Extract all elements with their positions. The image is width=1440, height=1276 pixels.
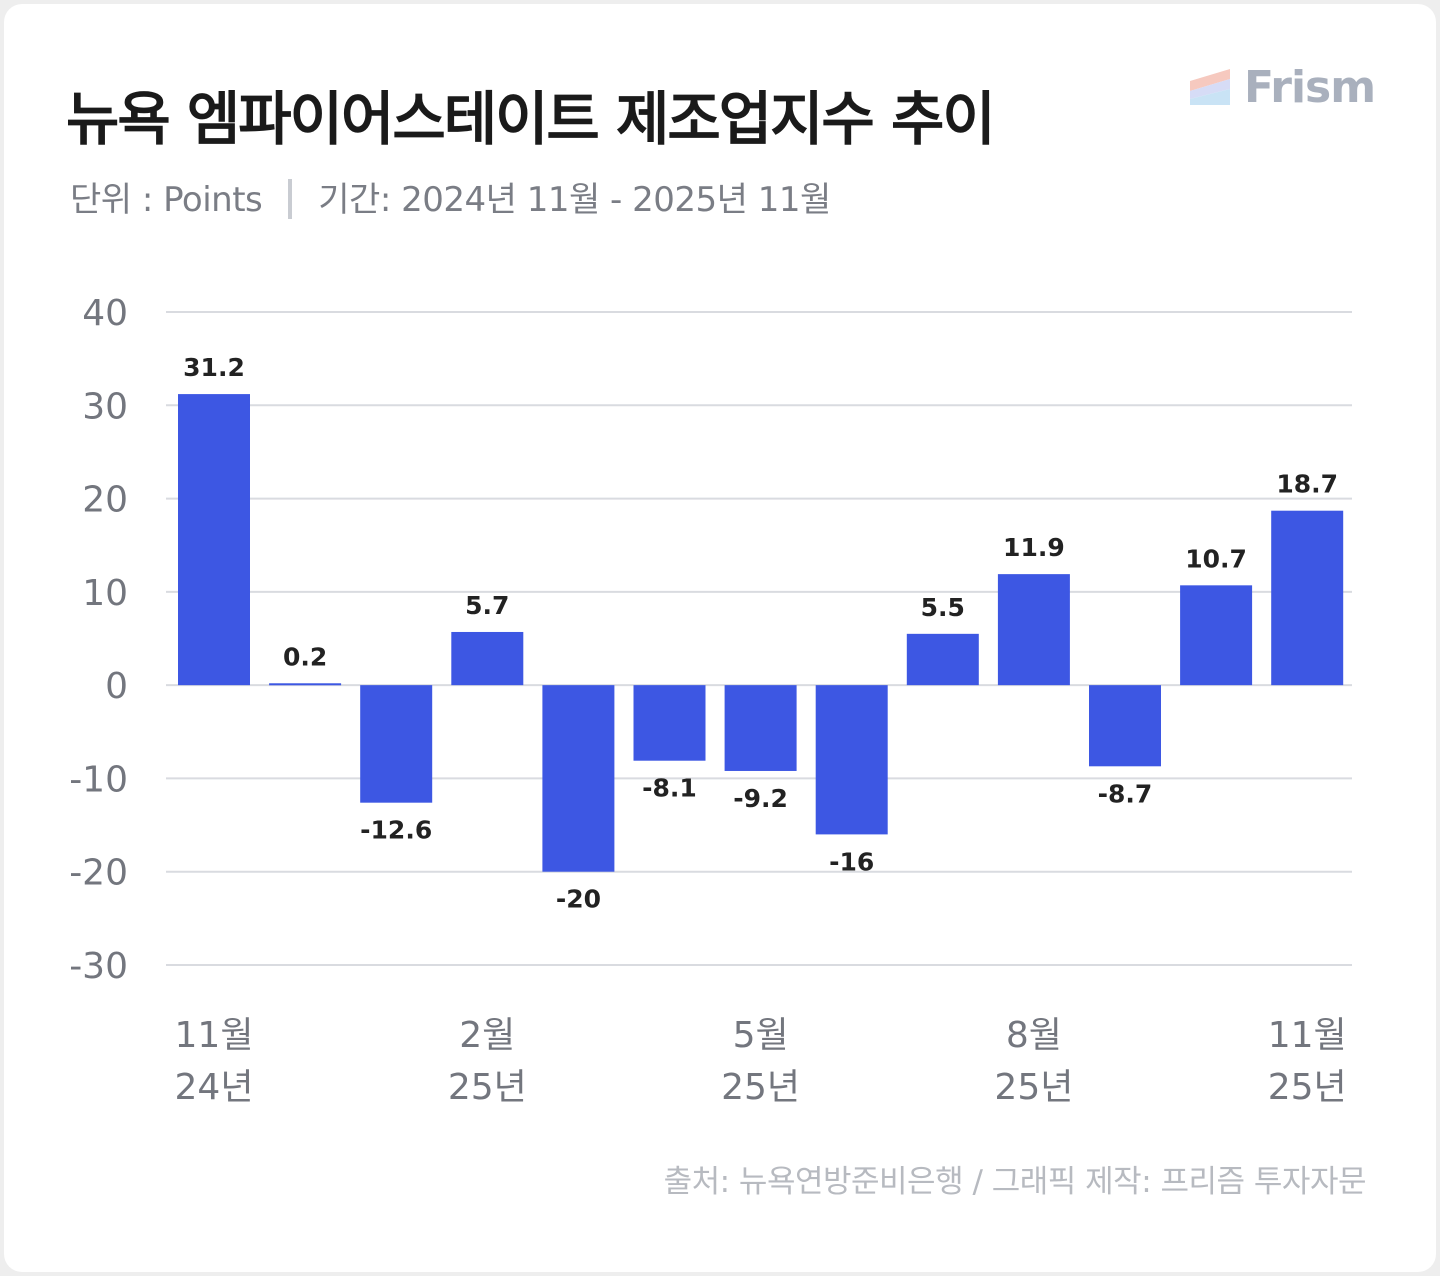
bar [1089, 685, 1161, 767]
bar-value-label: 31.2 [183, 353, 245, 382]
subtitle-divider [288, 178, 293, 219]
bar [451, 631, 524, 686]
x-tick-month: 2월 [459, 1015, 515, 1056]
bar-value-label: 18.7 [1276, 470, 1338, 499]
y-tick-label: 0 [105, 666, 128, 707]
x-tick-year: 25년 [1268, 1067, 1347, 1108]
bar [906, 633, 979, 686]
bar-value-label: 5.7 [465, 591, 509, 620]
bar-value-label: -12.6 [360, 816, 432, 845]
period-label: 기간: 2024년 11월 - 2025년 11월 [318, 180, 831, 220]
x-tick-month: 11월 [1268, 1015, 1347, 1056]
bar [815, 685, 888, 835]
y-tick-label: -30 [69, 946, 128, 987]
bar [997, 574, 1070, 686]
x-tick-month: 11월 [175, 1015, 254, 1056]
bar-value-label: -20 [556, 885, 601, 914]
bar [178, 394, 250, 686]
x-tick-year: 24년 [175, 1067, 254, 1108]
y-tick-label: 40 [82, 293, 128, 334]
bar [269, 683, 342, 686]
y-tick-label: 30 [82, 386, 128, 427]
y-tick-label: -20 [69, 853, 128, 894]
brand-logo: Frism [1190, 61, 1376, 113]
bar [633, 685, 706, 761]
chart-title: 뉴욕 엠파이어스테이트 제조업지수 추이 [66, 85, 996, 153]
x-tick-year: 25년 [721, 1067, 800, 1108]
bar [1180, 585, 1253, 686]
chart-subtitle: 단위 : Points 기간: 2024년 11월 - 2025년 11월 [70, 172, 831, 222]
bar-value-label: -8.1 [642, 774, 697, 803]
y-tick-label: -10 [69, 759, 128, 800]
x-tick-month: 8월 [1006, 1015, 1062, 1056]
source-note: 출처: 뉴욕연방준비은행 / 그래픽 제작: 프리즘 투자자문 [663, 1164, 1367, 1200]
bar-value-label: -9.2 [733, 784, 788, 813]
x-tick-month: 5월 [733, 1015, 789, 1056]
bar [542, 685, 615, 872]
x-tick-year: 25년 [448, 1067, 527, 1108]
bar-value-label: 5.5 [921, 593, 965, 622]
bar [724, 685, 797, 771]
x-tick-year: 25년 [994, 1067, 1073, 1108]
y-tick-label: 10 [82, 573, 128, 614]
bar [360, 685, 433, 803]
y-tick-label: 20 [82, 480, 128, 521]
bar-value-label: 0.2 [283, 642, 327, 671]
stacked-stripes-icon [1190, 69, 1230, 105]
unit-label: 단위 : Points [70, 180, 263, 220]
bar-value-label: 10.7 [1185, 544, 1247, 573]
bar-value-label: 11.9 [1003, 533, 1065, 562]
brand-name: Frism [1244, 61, 1376, 113]
bar-value-label: -16 [829, 847, 874, 876]
bar-value-label: -8.7 [1098, 779, 1153, 808]
bar [1271, 510, 1344, 686]
